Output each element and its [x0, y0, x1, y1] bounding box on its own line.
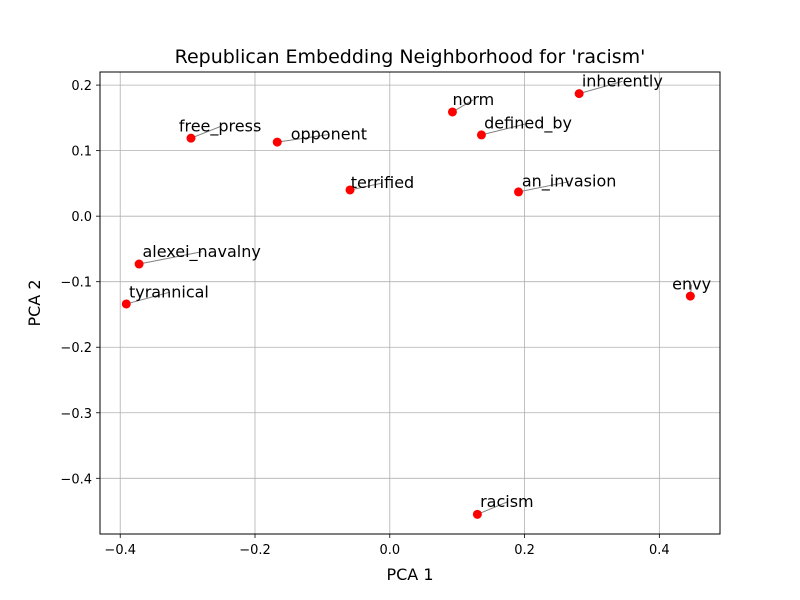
- data-points: [121, 89, 695, 519]
- point-label: norm: [452, 90, 494, 109]
- axis-ticks: −0.4 −0.2 0.0 0.2 0.4 0.2 0.1 0.0 −0.1 −0.2 −0.3 −0…: [60, 79, 669, 558]
- x-tick-label: 0.2: [514, 543, 535, 558]
- leader-lines: [126, 80, 693, 515]
- y-tick-label: 0.1: [71, 145, 92, 160]
- leader-line: [138, 251, 202, 265]
- y-tick-label: −0.2: [60, 341, 92, 356]
- data-point: [186, 133, 196, 143]
- data-point: [272, 137, 282, 147]
- chart-title: Republican Embedding Neighborhood for 'r…: [175, 46, 646, 68]
- x-tick-label: −0.2: [239, 543, 271, 558]
- leader-line: [477, 501, 508, 515]
- data-point: [345, 185, 355, 195]
- data-point: [447, 107, 457, 117]
- leader-line: [579, 80, 623, 95]
- plot-frame: [99, 71, 721, 535]
- grid-lines: [100, 72, 720, 534]
- point-labels: inherently norm defined_by free_press oppone…: [129, 71, 711, 511]
- data-point: [121, 299, 131, 309]
- data-point: [134, 259, 144, 269]
- y-tick-label: 0.0: [71, 210, 92, 225]
- data-point: [574, 89, 584, 99]
- point-label: defined_by: [484, 113, 572, 133]
- x-tick-label: 0.0: [379, 543, 400, 558]
- data-point: [514, 187, 523, 197]
- point-label: an_invasion: [522, 172, 617, 192]
- leader-line: [277, 134, 329, 143]
- point-label: tyrannical: [129, 282, 209, 301]
- x-tick-label: −0.4: [104, 543, 136, 558]
- point-label: opponent: [291, 124, 367, 143]
- point-label: free_press: [179, 117, 261, 137]
- leader-line: [126, 291, 170, 305]
- y-tick-label: −0.1: [60, 276, 92, 291]
- data-point: [476, 130, 486, 140]
- point-label: terrified: [351, 173, 415, 192]
- x-axis-label: PCA 1: [386, 565, 433, 584]
- y-tick-label: 0.2: [71, 79, 92, 94]
- data-point: [472, 509, 482, 519]
- point-label: alexei_navalny: [142, 242, 260, 262]
- point-label: racism: [480, 492, 534, 511]
- y-axis-label: PCA 2: [25, 279, 44, 326]
- leader-line: [481, 122, 529, 136]
- point-label: envy: [672, 275, 711, 294]
- data-point: [685, 291, 695, 301]
- y-tick-label: −0.3: [60, 407, 92, 422]
- y-tick-label: −0.4: [60, 472, 92, 487]
- leader-line: [518, 181, 570, 193]
- leader-line: [349, 182, 383, 191]
- x-tick-label: 0.4: [649, 543, 670, 558]
- point-label: inherently: [582, 71, 663, 90]
- leader-line: [190, 126, 221, 139]
